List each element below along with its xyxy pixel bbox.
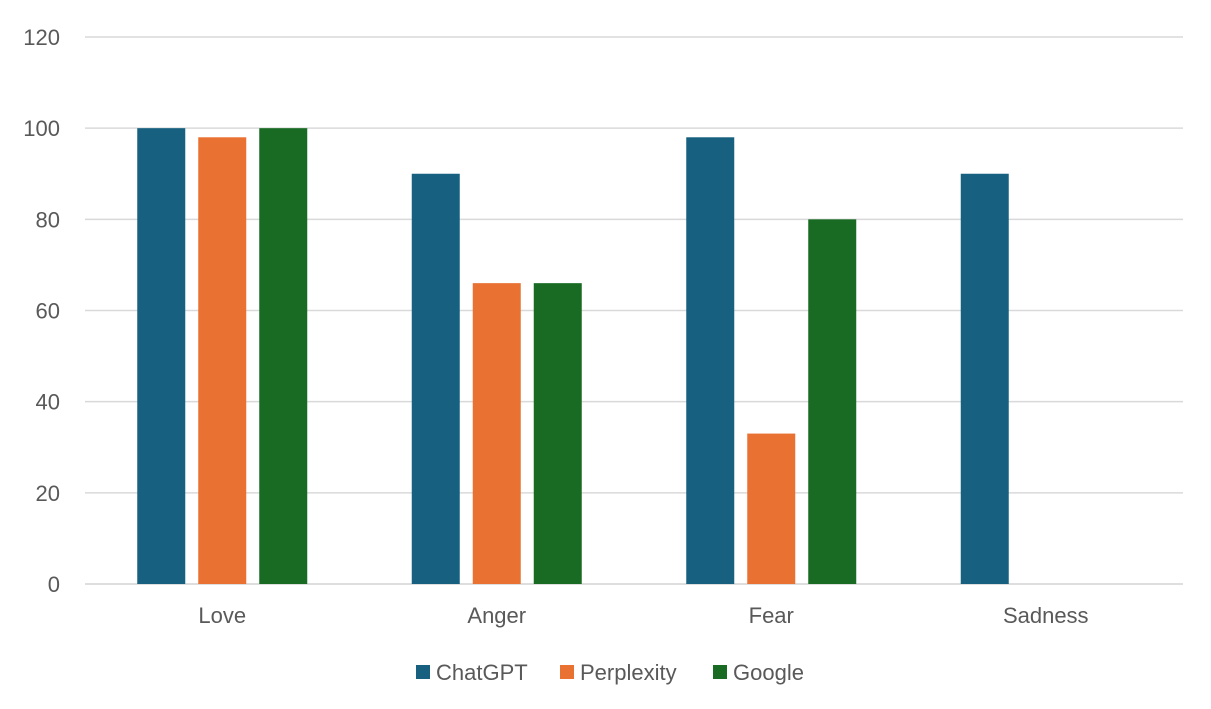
legend-swatch-perplexity [560, 665, 574, 679]
x-category-label: Anger [467, 603, 526, 628]
bar-perplexity-anger [472, 283, 521, 584]
y-tick-label: 60 [36, 299, 60, 324]
y-tick-label: 0 [48, 572, 60, 597]
y-tick-label: 80 [36, 207, 60, 232]
bar-chatgpt-anger [411, 173, 460, 584]
bar-perplexity-fear [747, 433, 796, 584]
bars [137, 128, 1009, 585]
y-tick-label: 20 [36, 481, 60, 506]
x-category-label: Fear [749, 603, 794, 628]
bar-google-anger [533, 283, 582, 584]
bar-perplexity-love [198, 137, 247, 585]
legend-label-chatgpt: ChatGPT [436, 660, 528, 685]
legend-label-google: Google [733, 660, 804, 685]
legend-label-perplexity: Perplexity [580, 660, 677, 685]
legend: ChatGPT Perplexity Google [416, 660, 804, 685]
legend-swatch-chatgpt [416, 665, 430, 679]
legend-swatch-google [713, 665, 727, 679]
gridlines [85, 36, 1183, 585]
bar-chatgpt-sadness [960, 173, 1009, 584]
y-tick-label: 100 [23, 116, 60, 141]
y-tick-label: 40 [36, 390, 60, 415]
y-tick-label: 120 [23, 25, 60, 50]
bar-chatgpt-love [137, 128, 186, 584]
bar-google-fear [808, 219, 857, 585]
bar-google-love [259, 128, 308, 584]
x-category-label: Love [198, 603, 246, 628]
y-axis-tick-labels: 0 20 40 60 80 100 120 [23, 25, 60, 597]
x-axis-category-labels: Love Anger Fear Sadness [198, 603, 1088, 628]
x-category-label: Sadness [1003, 603, 1089, 628]
bar-chatgpt-fear [686, 137, 735, 585]
